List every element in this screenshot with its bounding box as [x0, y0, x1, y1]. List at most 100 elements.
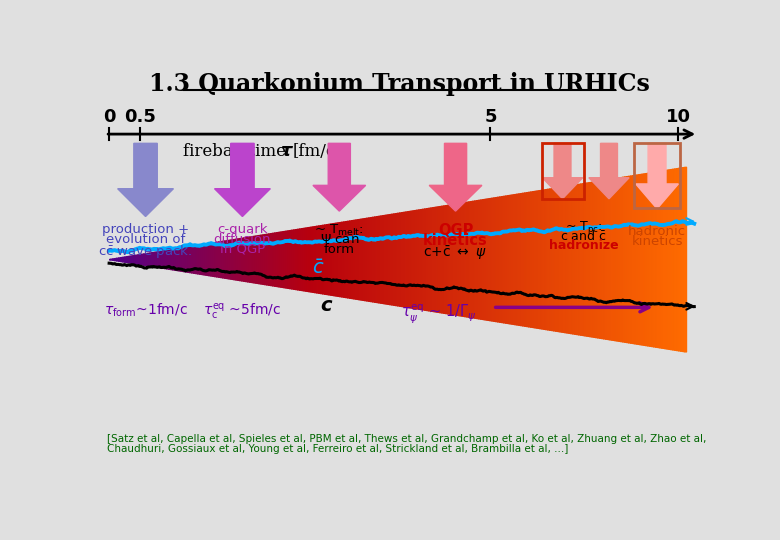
Polygon shape: [240, 238, 242, 281]
Polygon shape: [321, 225, 323, 294]
Polygon shape: [259, 235, 261, 284]
Polygon shape: [509, 195, 512, 324]
Polygon shape: [165, 251, 167, 269]
Polygon shape: [254, 236, 255, 283]
Polygon shape: [176, 248, 179, 271]
Polygon shape: [356, 220, 357, 299]
Polygon shape: [427, 208, 428, 310]
Text: Chaudhuri, Gossiaux et al, Young et al, Ferreiro et al, Strickland et al, Brambi: Chaudhuri, Gossiaux et al, Young et al, …: [107, 444, 568, 454]
Polygon shape: [631, 176, 633, 343]
Polygon shape: [236, 239, 238, 280]
Polygon shape: [452, 205, 454, 315]
Polygon shape: [579, 184, 580, 335]
Text: $\tau_{\rm form}$~1fm/c: $\tau_{\rm form}$~1fm/c: [104, 302, 187, 319]
Polygon shape: [619, 178, 621, 341]
Text: $\bar{c}$: $\bar{c}$: [312, 259, 324, 278]
Polygon shape: [521, 193, 523, 326]
Polygon shape: [675, 168, 677, 350]
Polygon shape: [111, 259, 113, 260]
Polygon shape: [327, 225, 328, 295]
Polygon shape: [192, 246, 193, 273]
Polygon shape: [459, 203, 461, 316]
Text: c-quark: c-quark: [217, 222, 268, 235]
Polygon shape: [269, 234, 271, 286]
Polygon shape: [594, 181, 596, 338]
Polygon shape: [461, 203, 463, 316]
Polygon shape: [288, 231, 290, 288]
Polygon shape: [369, 218, 370, 301]
Polygon shape: [438, 207, 440, 313]
Polygon shape: [589, 143, 629, 199]
Polygon shape: [661, 171, 664, 348]
Polygon shape: [136, 255, 138, 264]
Text: c+$\bar{\rm c}$ $\leftrightarrow$ $\psi$: c+$\bar{\rm c}$ $\leftrightarrow$ $\psi$: [424, 244, 488, 262]
Polygon shape: [615, 178, 617, 341]
Polygon shape: [373, 217, 374, 302]
Text: ~ T$_{\rm pc}$:: ~ T$_{\rm pc}$:: [565, 219, 602, 236]
Polygon shape: [450, 205, 452, 314]
Polygon shape: [265, 234, 267, 285]
Polygon shape: [313, 227, 315, 293]
Text: production +: production +: [102, 222, 189, 235]
Polygon shape: [147, 253, 150, 266]
Polygon shape: [121, 258, 122, 262]
Text: fireball time: fireball time: [183, 143, 285, 160]
Polygon shape: [150, 253, 151, 266]
Polygon shape: [555, 188, 558, 332]
Polygon shape: [331, 224, 332, 295]
Polygon shape: [336, 223, 339, 296]
Polygon shape: [119, 258, 121, 261]
Polygon shape: [429, 143, 482, 211]
Polygon shape: [575, 185, 576, 334]
Polygon shape: [190, 246, 192, 273]
Polygon shape: [163, 251, 165, 268]
Polygon shape: [633, 176, 635, 343]
Polygon shape: [563, 187, 566, 333]
Text: 10: 10: [665, 109, 690, 126]
Polygon shape: [292, 230, 294, 289]
Polygon shape: [167, 250, 168, 269]
Polygon shape: [144, 254, 146, 266]
Polygon shape: [129, 256, 130, 263]
Polygon shape: [415, 211, 417, 309]
Polygon shape: [469, 202, 471, 318]
Polygon shape: [332, 224, 335, 295]
Text: form: form: [324, 244, 355, 256]
Polygon shape: [644, 174, 646, 346]
Polygon shape: [344, 222, 346, 298]
Text: diffusion: diffusion: [214, 233, 271, 246]
Polygon shape: [567, 186, 569, 333]
Polygon shape: [278, 232, 281, 287]
Polygon shape: [261, 235, 263, 284]
Polygon shape: [273, 233, 275, 286]
Polygon shape: [109, 259, 111, 260]
Polygon shape: [609, 179, 612, 340]
Polygon shape: [171, 249, 172, 270]
Polygon shape: [142, 254, 144, 265]
Polygon shape: [352, 220, 353, 299]
Polygon shape: [477, 200, 479, 319]
Text: [Satz et al, Capella et al, Spieles et al, PBM et al, Thews et al, Grandchamp et: [Satz et al, Capella et al, Spieles et a…: [107, 434, 706, 444]
Polygon shape: [363, 219, 365, 301]
Polygon shape: [669, 170, 671, 349]
Polygon shape: [303, 228, 306, 291]
Polygon shape: [207, 244, 209, 275]
Polygon shape: [113, 259, 115, 260]
Text: c and $\bar{\rm c}$: c and $\bar{\rm c}$: [560, 229, 607, 243]
Text: in QGP: in QGP: [220, 242, 265, 255]
Polygon shape: [339, 222, 340, 296]
Polygon shape: [238, 239, 240, 281]
Polygon shape: [650, 173, 652, 347]
Polygon shape: [122, 257, 125, 262]
Polygon shape: [542, 190, 544, 329]
Polygon shape: [623, 177, 625, 342]
Polygon shape: [658, 172, 660, 348]
Polygon shape: [446, 205, 448, 314]
Polygon shape: [432, 207, 434, 312]
Polygon shape: [242, 238, 244, 281]
Polygon shape: [298, 229, 300, 290]
Polygon shape: [413, 211, 415, 308]
Polygon shape: [335, 223, 336, 296]
Polygon shape: [300, 229, 302, 291]
Polygon shape: [583, 184, 584, 336]
